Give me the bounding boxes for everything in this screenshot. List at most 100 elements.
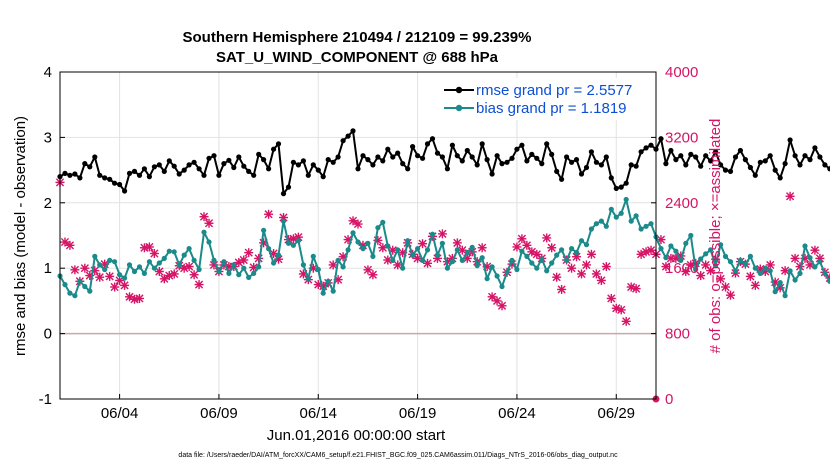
bias-point (752, 265, 758, 271)
bias-point (588, 226, 595, 232)
rmse-point (479, 141, 485, 147)
rmse-point (221, 161, 227, 167)
rmse-point (608, 175, 614, 181)
bias-point (732, 268, 739, 274)
bias-point (434, 252, 441, 258)
bias-point (226, 270, 232, 276)
bias-point (420, 257, 426, 263)
rmse-point (102, 175, 108, 181)
bias-point (246, 274, 252, 280)
rmse-point (280, 191, 287, 197)
bias-point (703, 251, 709, 257)
rmse-point (300, 158, 306, 164)
legend-rmse-marker (455, 86, 463, 94)
obs-point (65, 240, 75, 250)
bias-point (618, 210, 624, 216)
rmse-point (613, 185, 619, 191)
rmse-point (807, 157, 813, 163)
obs-point (706, 266, 716, 276)
bias-point (256, 264, 262, 270)
bias-point (578, 238, 585, 244)
obs-point (239, 255, 249, 265)
bias-point (762, 265, 768, 271)
legend-rmse-label: rmse grand pr = 2.5577 (476, 82, 632, 99)
rmse-point (549, 151, 555, 157)
rmse-point (266, 166, 272, 172)
rmse-point (251, 172, 257, 178)
rmse-point (817, 154, 823, 160)
bias-point (181, 252, 187, 258)
x-tick-label: 06/04 (101, 405, 139, 422)
obs-point (452, 238, 462, 248)
rmse-point (415, 153, 421, 159)
bias-point (767, 268, 773, 274)
rmse-point (792, 153, 798, 159)
rmse-point (643, 145, 649, 151)
obs-point (522, 240, 532, 250)
bias-point (380, 219, 386, 225)
y-right-tick-label: 0 (665, 391, 673, 408)
bias-point (623, 196, 629, 203)
bias-point (812, 264, 818, 270)
obs-point (110, 282, 120, 292)
bias-point (722, 253, 729, 259)
bias-point (817, 259, 823, 265)
bias-point (67, 290, 73, 296)
bias-point (514, 266, 520, 273)
obs-point (105, 271, 115, 281)
bias-point (315, 266, 321, 273)
rmse-point (564, 154, 570, 160)
rmse-point (256, 151, 262, 157)
rmse-point (514, 146, 520, 152)
rmse-point (822, 162, 828, 168)
x-tick-label: 06/29 (597, 405, 635, 422)
rmse-point (747, 164, 754, 171)
bias-point (658, 246, 664, 252)
rmse-point (683, 162, 689, 168)
rmse-point (206, 155, 212, 161)
footnote: data file: /Users/raeder/DAI/ATM_forcXX/… (178, 452, 618, 459)
rmse-point (305, 172, 311, 178)
x-tick-label: 06/19 (399, 405, 437, 422)
rmse-point (161, 168, 167, 174)
y-left-tick-label: 4 (44, 64, 52, 81)
bias-point (236, 272, 242, 278)
bias-point (171, 249, 177, 255)
bias-point (77, 278, 83, 284)
rmse-point (231, 164, 237, 171)
obs-point (95, 272, 105, 282)
obs-point (353, 219, 363, 229)
rmse-point (395, 150, 401, 156)
rmse-point (812, 145, 818, 151)
bias-point (335, 257, 341, 263)
rmse-point (97, 172, 103, 178)
bias-point (544, 268, 550, 274)
bias-point (559, 247, 565, 253)
rmse-point (668, 147, 674, 154)
bias-point (489, 264, 495, 270)
rmse-point (782, 161, 788, 167)
rmse-point (429, 136, 436, 142)
obs-point (721, 282, 731, 292)
obs-point (810, 245, 820, 255)
rmse-point (141, 166, 147, 172)
rmse-point (236, 154, 242, 160)
rmse-point (375, 154, 381, 160)
obs-point (413, 253, 423, 263)
bias-point (807, 255, 813, 261)
obs-point (661, 262, 671, 272)
x-tick-label: 06/09 (200, 405, 238, 422)
obs-point (457, 245, 467, 255)
bias-point (539, 256, 545, 262)
obs-point (621, 316, 631, 326)
rmse-point (573, 157, 580, 163)
y-right-tick-label: 800 (665, 326, 690, 343)
bias-point (494, 273, 500, 279)
rmse-point (802, 153, 808, 159)
rmse-point (107, 176, 113, 182)
obs-point (348, 216, 358, 226)
rmse-point (261, 157, 267, 163)
obs-point (254, 253, 264, 263)
bias-point (573, 249, 580, 256)
rmse-point (330, 159, 336, 165)
